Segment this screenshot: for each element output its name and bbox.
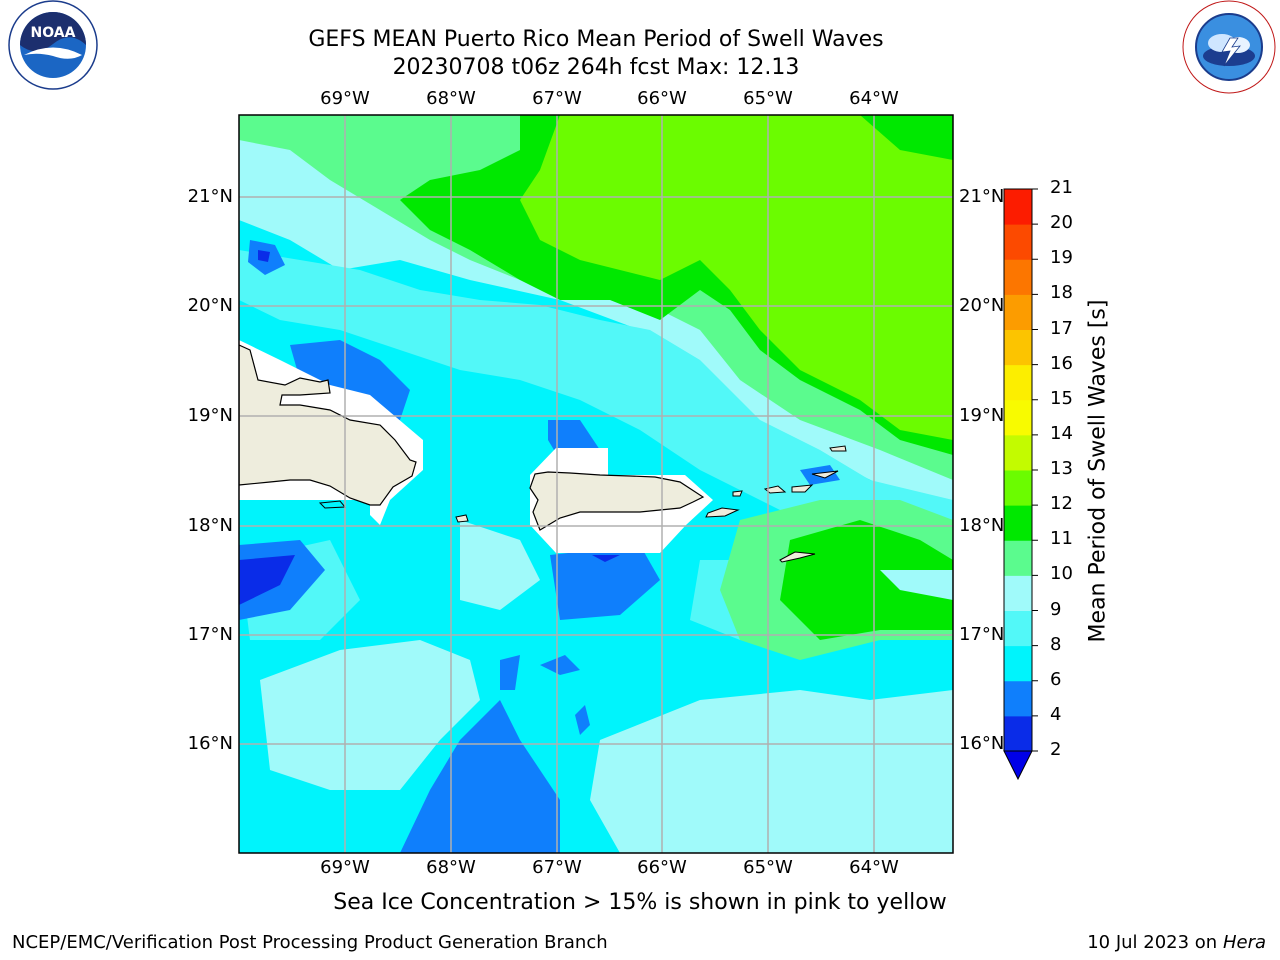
colorbar-segment [1004,470,1032,506]
colorbar-title: Mean Period of Swell Waves [s] [1085,299,1111,643]
colorbar-tick-label: 18 [1050,282,1073,304]
lat-label-right: 21°N [959,186,1005,207]
nws-logo [1182,0,1276,94]
colorbar-tick-label: 12 [1050,493,1073,515]
colorbar-tick-label: 19 [1050,247,1073,269]
colorbar-tick-label: 10 [1050,563,1073,585]
colorbar-segment [1004,715,1032,752]
lon-label-top: 69°W [320,88,370,109]
colorbar-segment [1004,364,1032,401]
land-hispaniola [239,344,417,506]
date-stamp: 10 Jul 2023 on Hera [1087,932,1266,953]
caption: Sea Ice Concentration > 15% is shown in … [333,890,947,915]
swell-period-field [239,115,953,853]
lat-label-right: 18°N [959,515,1005,536]
system-name: Hera [1222,932,1266,953]
colorbar-segment [1004,645,1032,682]
colorbar-tick-label: 9 [1050,598,1062,620]
map-subtitle: 20230708 t06z 264h fcst Max: 12.13 [392,55,800,80]
colorbar-tick-label: 4 [1050,703,1062,725]
map-frame [238,114,954,854]
lon-label-top: 64°W [849,88,899,109]
colorbar-segment [1004,224,1032,260]
colorbar-segment [1004,399,1032,436]
lon-label-top: 68°W [426,88,476,109]
map-gridlines [239,115,953,853]
colorbar-extend-arrow [1003,750,1033,781]
colorbar-segment [1004,610,1032,647]
lon-label-bottom: 64°W [849,857,899,878]
colorbar-tick-label: 13 [1050,458,1073,479]
colorbar-tick-label: 8 [1050,633,1062,655]
colorbar-tick-label: 16 [1050,352,1073,374]
lon-label-bottom: 68°W [426,857,476,878]
lon-label-top: 65°W [743,88,793,109]
colorbar-segment [1004,540,1032,576]
colorbar-segment [1004,294,1032,330]
colorbar-tick-label: 20 [1050,212,1073,234]
colorbar-tick-label: 21 [1050,177,1073,198]
lat-label-right: 19°N [959,405,1005,426]
colorbar-segment [1004,259,1032,295]
noaa-logo: NOAA [8,0,98,90]
colorbar-tick-label: 6 [1050,668,1062,690]
lon-label-top: 66°W [637,88,687,109]
lat-label-left: 16°N [187,733,233,754]
credit: NCEP/EMC/Verification Post Processing Pr… [12,932,608,953]
lat-label-left: 19°N [187,405,233,426]
lat-label-left: 18°N [187,515,233,536]
lon-label-bottom: 67°W [532,857,582,878]
colorbar-tick-label: 2 [1050,739,1062,760]
colorbar-tick-label: 17 [1050,317,1073,339]
colorbar-tick-label: 15 [1050,387,1073,409]
lon-label-bottom: 66°W [637,857,687,878]
date-text: 10 Jul 2023 on [1087,932,1223,953]
noaa-logo-text: NOAA [31,25,76,41]
colorbar [1003,188,1038,781]
colorbar-segment [1004,329,1032,366]
lat-label-right: 17°N [959,624,1005,645]
colorbar-segment [1004,434,1032,471]
lon-label-bottom: 69°W [320,857,370,878]
colorbar-tick-label: 11 [1050,528,1073,550]
lon-label-top: 67°W [532,88,582,109]
lon-label-bottom: 65°W [743,857,793,878]
colorbar-segment [1004,575,1032,611]
lat-label-left: 21°N [187,186,233,207]
land-puerto-rico [529,471,705,531]
colorbar-segment [1004,189,1032,225]
colorbar-segment [1004,505,1032,541]
colorbar-segment [1004,680,1032,717]
lat-label-left: 17°N [187,624,233,645]
lat-label-left: 20°N [187,295,233,316]
lat-label-right: 20°N [959,295,1005,316]
lat-label-right: 16°N [959,733,1005,754]
map-title: GEFS MEAN Puerto Rico Mean Period of Swe… [308,27,884,52]
colorbar-tick-label: 14 [1050,422,1073,444]
